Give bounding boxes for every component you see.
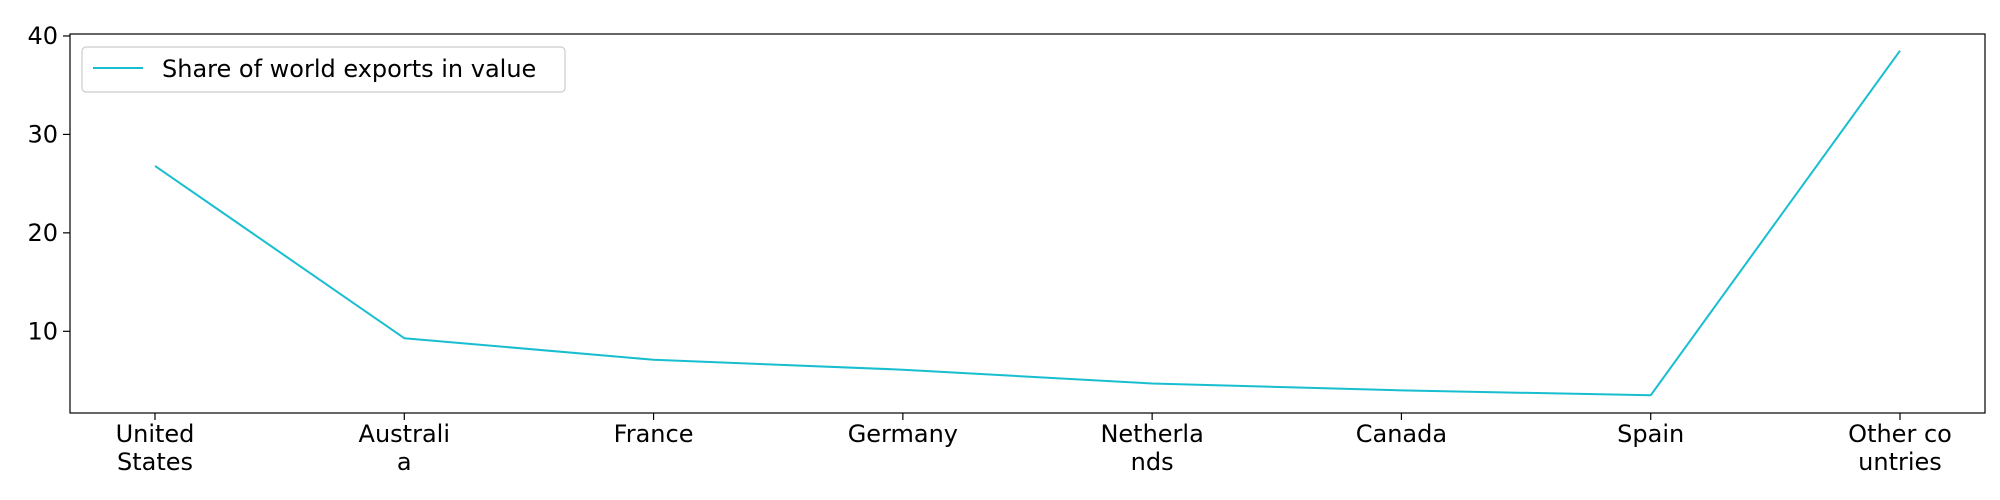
x-tick-label: Germany	[848, 420, 958, 448]
x-tick-label: France	[614, 420, 694, 448]
y-tick-label: 30	[27, 120, 58, 148]
x-tick-label: Canada	[1356, 420, 1447, 448]
plot-area	[69, 33, 1986, 414]
y-tick-label: 10	[27, 317, 58, 345]
legend-label: Share of world exports in value	[162, 55, 536, 83]
legend-box	[81, 46, 566, 93]
x-tick-label: Australi a	[359, 420, 450, 476]
x-tick-label: United States	[116, 420, 195, 476]
x-axis: United States Australi a France Germany Nether…	[116, 413, 1952, 476]
legend: Share of world exports in value	[81, 46, 566, 93]
y-axis: 10 20 30 40	[27, 22, 70, 345]
y-tick-label: 40	[27, 22, 58, 50]
y-tick-label: 20	[27, 219, 58, 247]
x-tick-label: Netherla nds	[1100, 420, 1203, 476]
series-line	[154, 50, 1901, 397]
series-layer	[154, 50, 1901, 397]
x-tick-label: Other co untries	[1848, 420, 1952, 476]
x-tick-label: Spain	[1617, 420, 1684, 448]
